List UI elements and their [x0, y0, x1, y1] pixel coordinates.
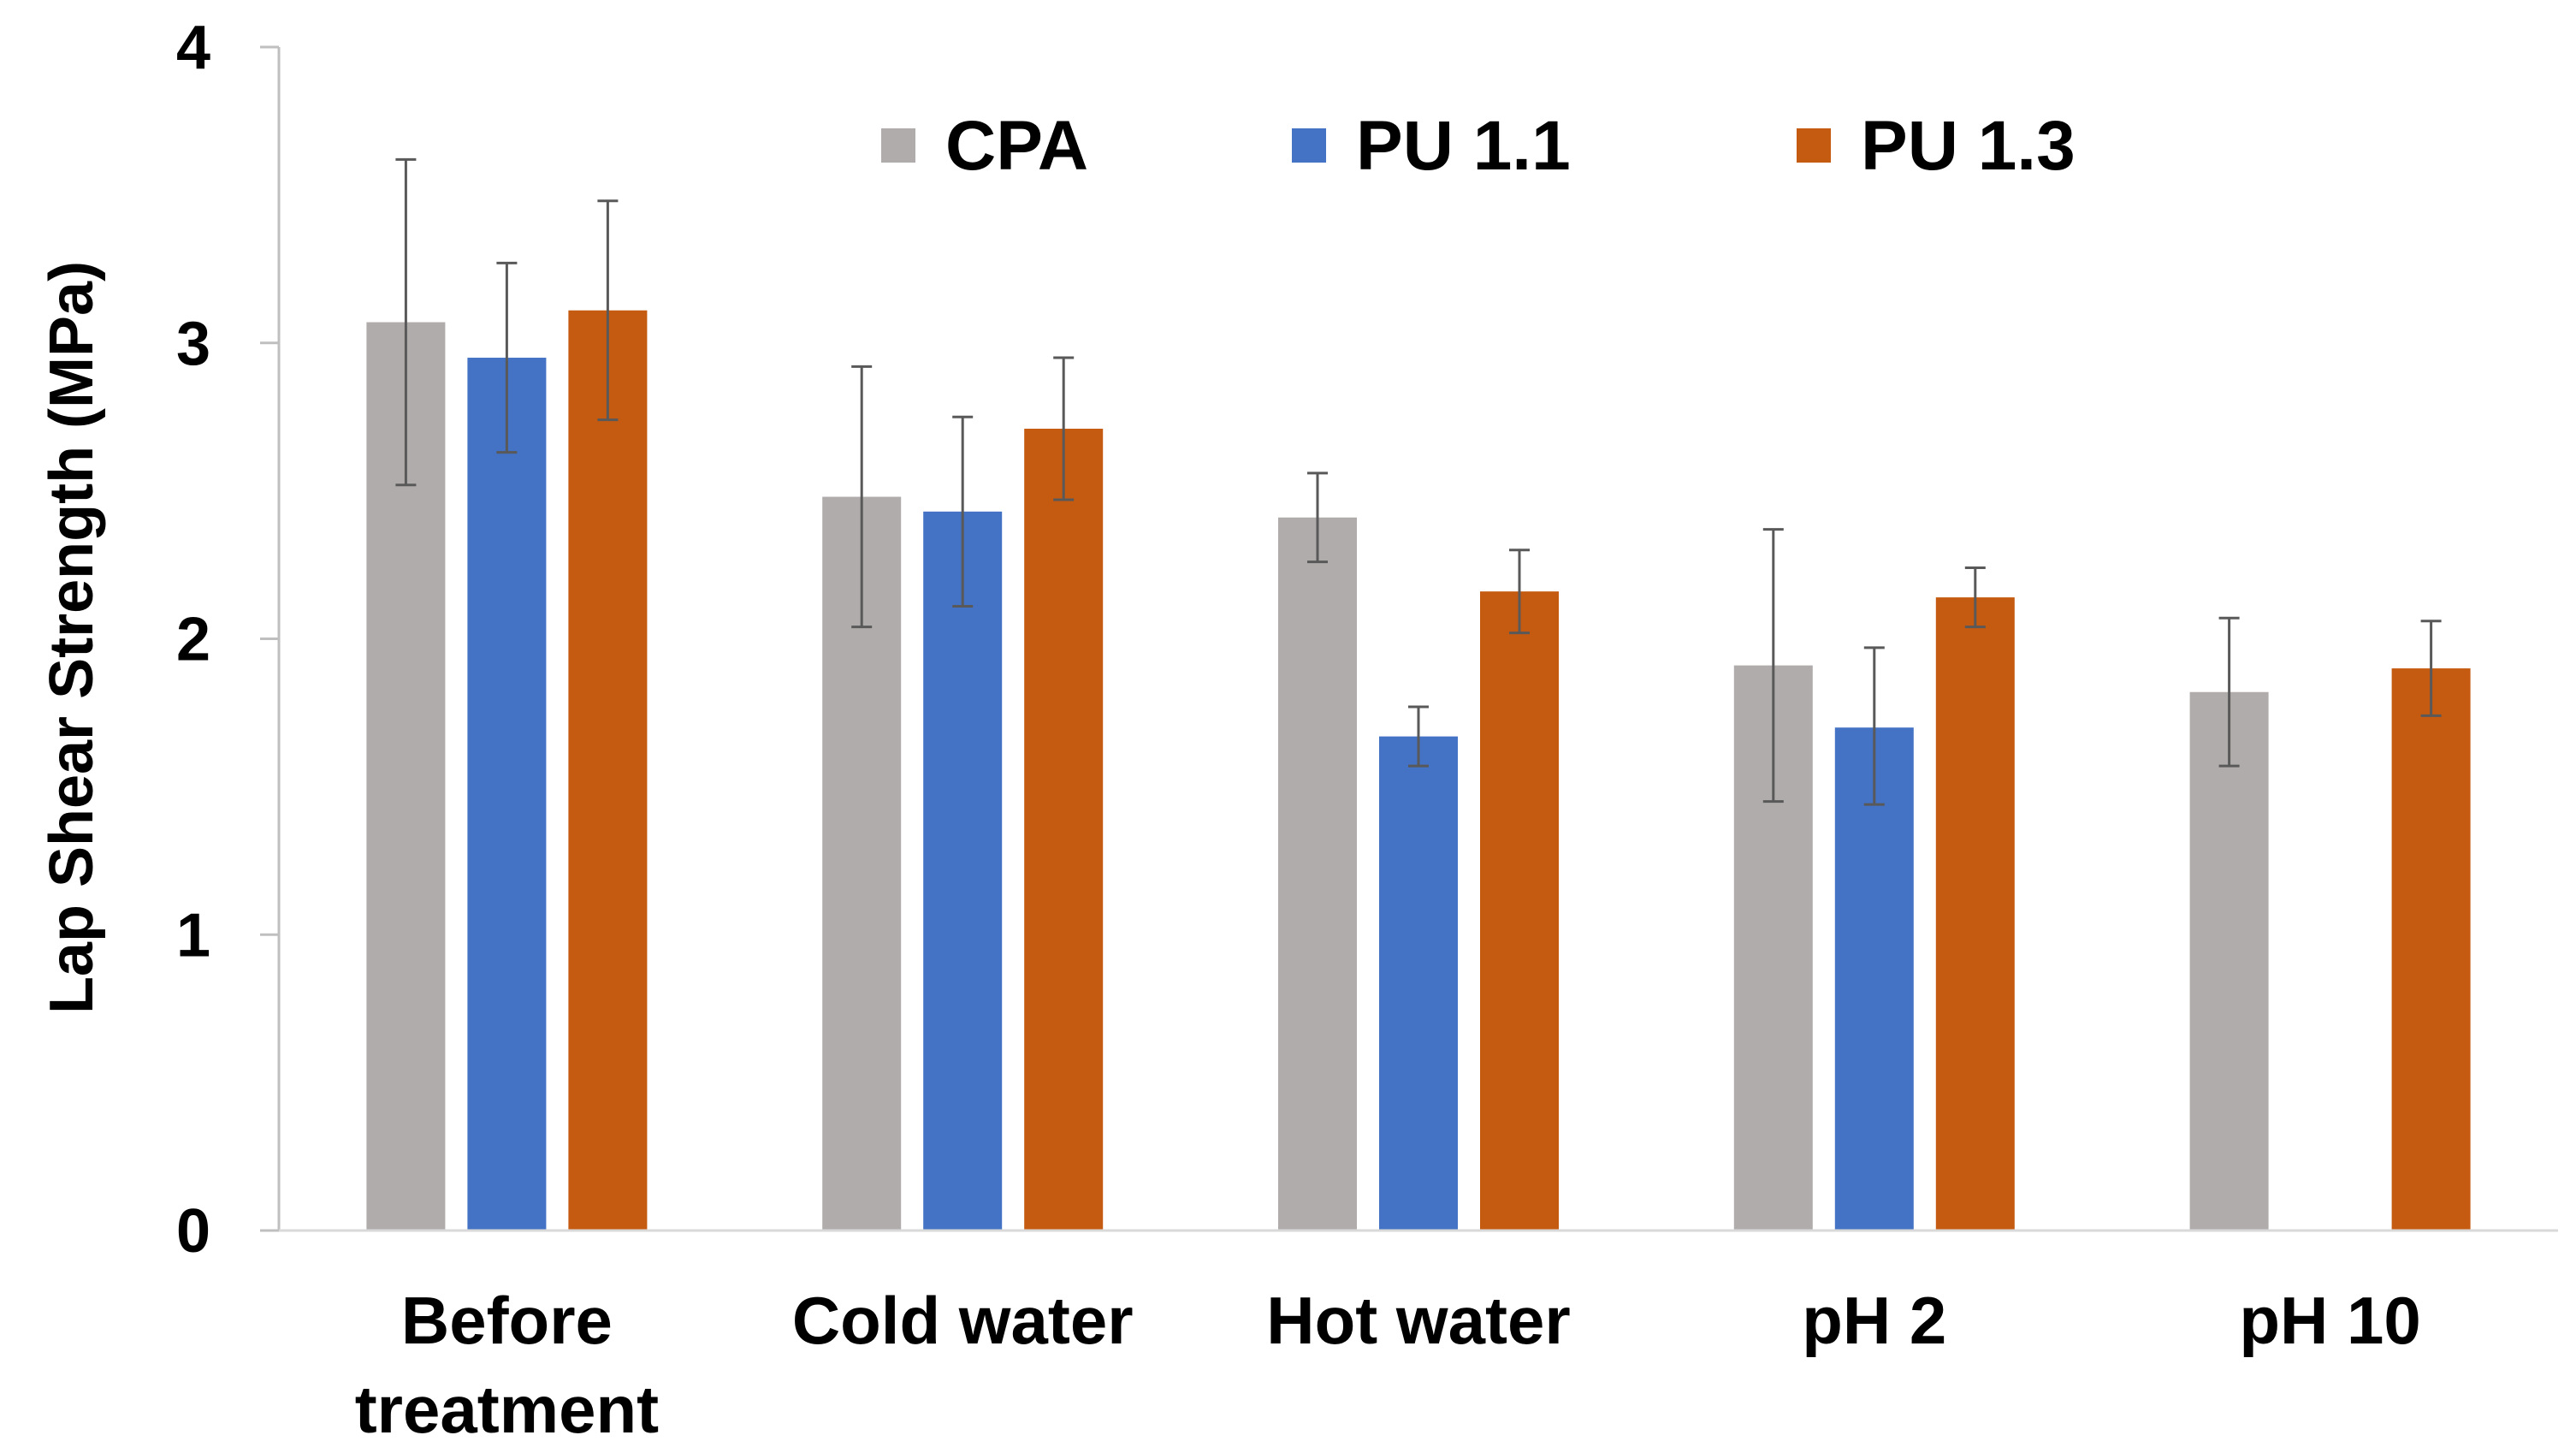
- legend-item: CPA: [881, 107, 1088, 185]
- bar-pu-1-1: [1379, 736, 1458, 1231]
- bar-pu-1-3: [2391, 668, 2471, 1231]
- error-bar: [1863, 646, 1885, 806]
- y-tick-label: 0: [176, 1197, 210, 1266]
- error-bar: [597, 199, 619, 422]
- x-category-label: Hot water: [1266, 1283, 1570, 1358]
- y-ticks-layer: 0 1 2 3 4: [176, 14, 279, 1266]
- x-category-label: pH 2: [1802, 1283, 1946, 1358]
- y-tick-label: 2: [176, 606, 210, 674]
- error-bar: [2218, 616, 2240, 768]
- bars-layer: [366, 310, 2471, 1231]
- y-axis-title: Lap Shear Strength (MPa): [38, 261, 106, 1014]
- error-bar: [1509, 549, 1530, 635]
- y-tick-label: 1: [176, 901, 210, 970]
- legend-item: PU 1.3: [1797, 107, 2076, 185]
- bar-pu-1-1: [467, 358, 547, 1231]
- error-bar: [1408, 705, 1429, 768]
- bar-pu-1-3: [1480, 591, 1559, 1231]
- bar-pu-1-3: [1935, 597, 2015, 1231]
- error-bar: [1762, 528, 1784, 804]
- x-category-label: Before treatment: [355, 1283, 659, 1447]
- error-bar: [2420, 620, 2442, 717]
- y-tick-label: 3: [176, 310, 210, 378]
- error-bar: [1307, 471, 1328, 564]
- error-bar: [395, 157, 417, 487]
- x-category-label: Cold water: [792, 1283, 1134, 1358]
- bar-pu-1-3: [1024, 429, 1104, 1231]
- error-bar: [851, 365, 873, 629]
- legend-swatch: [1797, 128, 1831, 163]
- error-bar: [952, 415, 974, 608]
- legend-label: PU 1.1: [1356, 107, 1571, 185]
- legend-label: PU 1.3: [1861, 107, 2076, 185]
- legend-swatch: [881, 128, 915, 163]
- category-labels-layer: Before treatment Cold water Hot water pH 2 pH…: [355, 1283, 2421, 1447]
- bar-pu-1-1: [1834, 727, 1914, 1231]
- error-bar: [496, 261, 518, 454]
- error-bar: [1964, 566, 1986, 629]
- bar-cpa: [2189, 691, 2269, 1231]
- y-tick-label: 4: [176, 14, 210, 82]
- legend-item: PU 1.1: [1292, 107, 1571, 185]
- x-category-label: pH 10: [2239, 1283, 2420, 1358]
- error-bar: [1053, 356, 1075, 501]
- legend-swatch: [1292, 128, 1326, 163]
- error-bars-layer: [395, 157, 2442, 806]
- legend-label: CPA: [945, 107, 1088, 185]
- legend: CPA PU 1.1 PU 1.3: [881, 107, 2076, 185]
- bar-pu-1-1: [923, 511, 1003, 1231]
- bar-pu-1-3: [568, 310, 648, 1231]
- bar-cpa: [1278, 517, 1357, 1231]
